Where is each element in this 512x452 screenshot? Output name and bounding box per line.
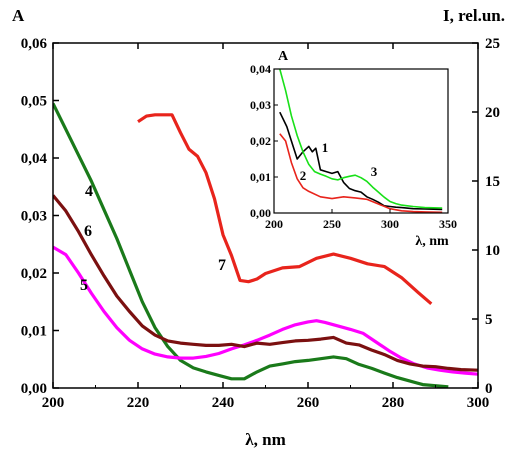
inset-chart: 200 250 300 350 0,00 0,01 0,02 0,03 0,04 Aλ, nm 12… xyxy=(250,49,457,249)
y-left-tick-label: 0,00 xyxy=(21,381,47,397)
x-tick-label: 300 xyxy=(467,395,490,411)
y-right-tick-label: 5 xyxy=(485,312,493,328)
inset-x-tick-label: 300 xyxy=(381,217,399,231)
y-right-tick-label: 20 xyxy=(485,105,500,121)
curve-label-6: 6 xyxy=(84,223,92,240)
inset-series-1-line xyxy=(279,111,443,211)
y-left-tick-label: 0,03 xyxy=(21,209,47,225)
curve-label-5: 5 xyxy=(80,277,88,294)
inset-x-axis-title: λ, nm xyxy=(415,234,449,249)
y-left-tick-label: 0,04 xyxy=(21,151,48,167)
inset-y-tick-label: 0,02 xyxy=(250,134,271,148)
inset-curve-label-3: 3 xyxy=(371,164,378,179)
y-right-tick-label: 10 xyxy=(485,243,500,259)
y-left-tick-label: 0,01 xyxy=(21,324,47,340)
inset-x-tick-label: 200 xyxy=(265,217,283,231)
y-left-tick-label: 0,06 xyxy=(21,36,48,52)
inset-curve-label-1: 1 xyxy=(322,140,329,155)
inset-x-tick-label: 350 xyxy=(439,217,457,231)
x-tick-label: 240 xyxy=(212,395,235,411)
inset-y-tick-label: 0,03 xyxy=(250,98,271,112)
y-right-tick-label: 0 xyxy=(485,381,493,397)
x-tick-label: 200 xyxy=(42,395,65,411)
x-axis-title: λ, nm xyxy=(245,430,285,449)
y-left-tick-label: 0,02 xyxy=(21,266,47,282)
curve-label-4: 4 xyxy=(85,183,93,200)
inset-x-tick-label: 250 xyxy=(323,217,341,231)
inset-series-2-line xyxy=(279,133,443,213)
inset-y-axis-title: A xyxy=(278,49,289,64)
series-4-line xyxy=(53,102,449,388)
series-6-line xyxy=(53,194,478,372)
y-left-tick-label: 0,05 xyxy=(21,94,47,110)
x-tick-label: 280 xyxy=(382,395,405,411)
main-chart: 200 220 240 260 280 3000,000,010,020,030,040,… xyxy=(12,6,505,449)
inset-y-tick-label: 0,01 xyxy=(250,170,271,184)
inset-curve-label-2: 2 xyxy=(300,168,307,183)
x-tick-label: 260 xyxy=(297,395,320,411)
series-5-line xyxy=(53,245,478,376)
series-7-line xyxy=(137,113,433,306)
y-left-axis-title: A xyxy=(12,6,25,25)
inset-series-3-line xyxy=(279,69,443,209)
curve-label-7: 7 xyxy=(218,257,226,274)
y-right-axis-title: I, rel.un. xyxy=(443,6,505,25)
y-right-tick-label: 15 xyxy=(485,174,500,190)
y-right-tick-label: 25 xyxy=(485,36,500,52)
x-tick-label: 220 xyxy=(127,395,150,411)
inset-y-tick-label: 0,04 xyxy=(250,62,271,76)
inset-y-tick-label: 0,00 xyxy=(250,206,271,220)
inset-background xyxy=(274,69,448,213)
